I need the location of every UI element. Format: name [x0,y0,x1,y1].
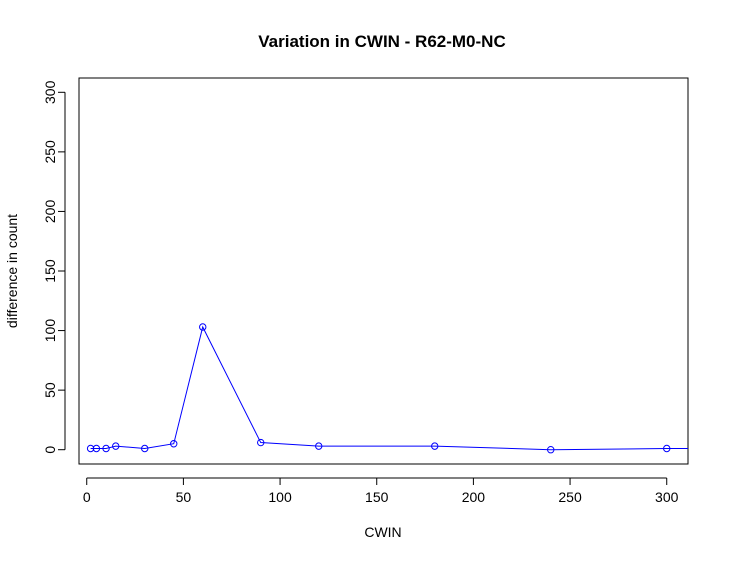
x-tick-label: 0 [83,489,91,505]
data-point [547,446,555,454]
x-tick-label: 150 [365,489,389,505]
data-point [102,444,110,453]
data-point [257,438,265,447]
data-point [86,444,95,453]
y-tick-label: 0 [42,446,58,454]
data-point [141,444,149,453]
data-point [170,440,178,448]
x-tick-label: 200 [462,489,486,505]
y-axis: 0 50 100 150 200 250 300 [42,80,66,454]
data-point [112,442,120,450]
x-tick-label: 300 [655,489,679,505]
y-tick-label: 300 [42,80,58,104]
data-point [199,323,207,331]
y-tick-label: 200 [42,200,58,224]
y-tick-label: 100 [42,319,58,343]
data-point [431,442,439,450]
data-series [86,323,708,454]
y-tick-label: 50 [42,382,58,398]
x-tick-label: 50 [176,489,192,505]
series-line [90,325,688,451]
plot-area-frame [78,77,689,465]
chart-title: Variation in CWIN - R62-M0-NC [258,32,505,51]
data-point [663,444,671,453]
x-axis-label: CWIN [364,524,401,540]
x-tick-label: 100 [268,489,292,505]
data-point [702,445,708,451]
x-tick-label: 250 [558,489,582,505]
y-axis-label: difference in count [4,214,20,328]
data-point [315,442,323,450]
y-tick-label: 150 [42,259,58,283]
data-point [92,444,101,453]
x-axis: 0 50 100 150 200 250 300 [83,477,679,505]
y-tick-label: 250 [42,140,58,164]
